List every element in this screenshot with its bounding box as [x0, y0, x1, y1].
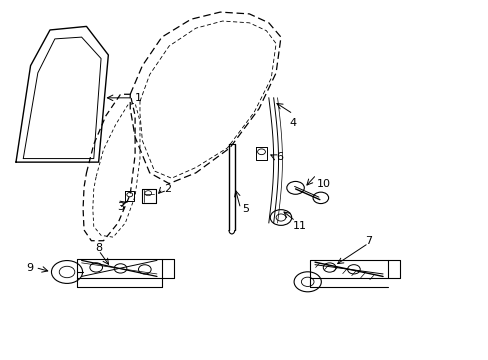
Text: 3: 3 [117, 202, 124, 212]
Text: 10: 10 [316, 179, 330, 189]
Text: 4: 4 [289, 118, 296, 128]
Text: 9: 9 [26, 262, 33, 273]
Text: 2: 2 [164, 184, 171, 194]
Text: 1: 1 [135, 93, 142, 103]
Text: 7: 7 [364, 236, 371, 246]
Text: 6: 6 [276, 152, 283, 162]
Text: 11: 11 [292, 221, 306, 231]
Text: 8: 8 [95, 243, 102, 253]
Text: 5: 5 [242, 203, 248, 213]
